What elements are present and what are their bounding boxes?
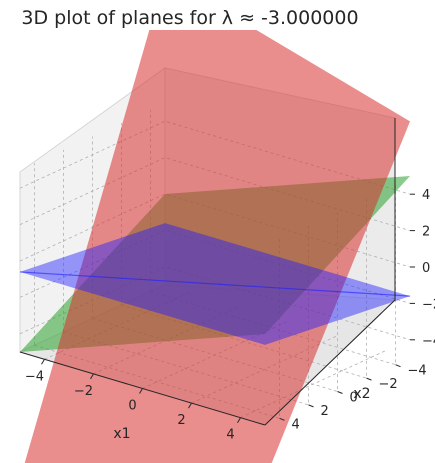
x1-axis-label: x1 bbox=[113, 426, 130, 442]
x1-tick-mark bbox=[188, 402, 192, 409]
z-ticks: −4 −2 0 2 4 bbox=[410, 188, 435, 349]
x2-tick-label: 4 bbox=[292, 417, 300, 432]
red-plane bbox=[24, 30, 410, 463]
x1-tick-label: 2 bbox=[177, 413, 185, 428]
x1-tick-mark bbox=[41, 359, 45, 365]
chart-title: 3D plot of planes for λ ≈ -3.000000 bbox=[21, 7, 358, 29]
x1-tick-label: 4 bbox=[226, 428, 234, 443]
x1-ticks: −4 −2 0 2 4 bbox=[25, 359, 241, 443]
x2-tick-label: −2 bbox=[379, 377, 398, 392]
z-tick-label: −2 bbox=[422, 297, 435, 312]
x2-axis-label: x2 bbox=[353, 386, 370, 402]
x1-tick-label: −4 bbox=[25, 369, 44, 384]
z-tick-label: 0 bbox=[422, 261, 430, 276]
x2-tick-mark bbox=[366, 377, 372, 381]
x1-tick-mark bbox=[237, 417, 241, 423]
z-tick-label: 4 bbox=[422, 188, 430, 203]
x2-tick-mark bbox=[279, 417, 285, 421]
x2-tick-mark bbox=[308, 404, 314, 408]
x2-tick-label: 0 bbox=[350, 391, 358, 406]
x1-tick-mark bbox=[90, 373, 94, 380]
z-tick-label: 2 bbox=[422, 225, 430, 240]
x2-tick-label: −4 bbox=[408, 364, 427, 379]
x2-tick-mark bbox=[337, 391, 343, 394]
x1-tick-label: 0 bbox=[128, 399, 136, 414]
z-tick-label: −4 bbox=[422, 334, 435, 349]
x2-tick-label: 2 bbox=[321, 404, 329, 419]
planes bbox=[19, 30, 411, 463]
x1-tick-mark bbox=[139, 388, 143, 394]
x1-tick-label: −2 bbox=[74, 384, 93, 399]
x2-axis-line bbox=[264, 299, 396, 426]
x2-tick-mark bbox=[395, 364, 401, 368]
x2-ticks: −4 −2 0 2 4 bbox=[279, 364, 427, 432]
blue-plane-intersection-line bbox=[19, 271, 411, 297]
